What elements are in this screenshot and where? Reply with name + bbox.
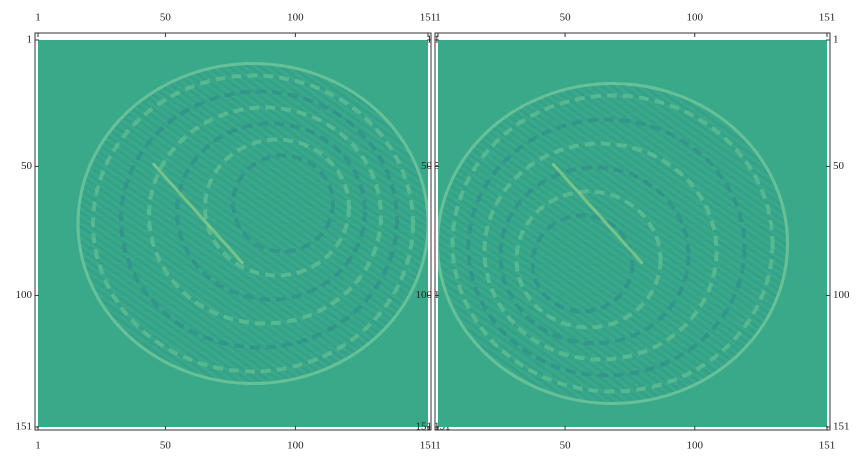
x-tick-label-bottom: 100 [686,440,703,452]
y-tick-label-left: 151 [16,421,33,433]
wave-region [78,64,428,384]
x-tick-label-bottom: 100 [287,440,304,452]
y-tick-label-right: 151 [833,421,850,433]
y-tick-label-right: 1 [833,34,839,46]
y-tick-label-left: 151 [416,421,433,433]
y-tick-label-left: 100 [16,289,33,301]
wave-region [438,84,788,404]
x-tick-label-top: 151 [420,12,437,24]
x-tick-label-top: 1 [435,12,441,24]
x-tick-label-top: 100 [686,12,703,24]
x-tick-label-bottom: 1 [435,440,441,452]
y-tick-label-left: 100 [416,289,433,301]
matrix-texture [78,64,428,384]
y-tick-label-left: 50 [421,160,433,172]
x-tick-label-top: 1 [35,12,41,24]
y-tick-label-right: 50 [833,160,845,172]
x-tick-label-top: 50 [160,12,172,24]
chart: 1150501001001511511150501001001511511150… [0,0,858,453]
x-tick-label-bottom: 50 [560,440,572,452]
x-tick-label-bottom: 50 [160,440,172,452]
x-tick-label-bottom: 1 [35,440,41,452]
y-tick-label-right: 100 [833,289,850,301]
x-tick-label-bottom: 151 [420,440,437,452]
x-tick-label-top: 151 [819,12,836,24]
x-tick-label-bottom: 151 [819,440,836,452]
y-tick-label-left: 1 [27,34,33,46]
y-tick-label-left: 50 [21,160,33,172]
y-tick-label-left: 1 [427,34,433,46]
x-tick-label-top: 100 [287,12,304,24]
x-tick-label-top: 50 [560,12,572,24]
matrix-texture [438,84,788,404]
